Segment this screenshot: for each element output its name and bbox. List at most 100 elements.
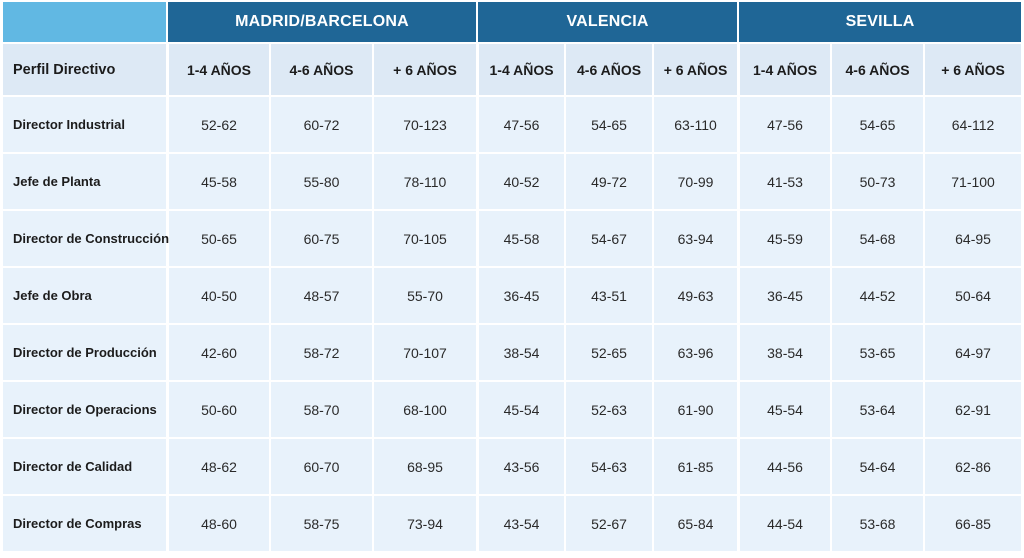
salary-range-cell: 42-60 (166, 323, 269, 380)
salary-range-cell: 54-68 (830, 209, 924, 266)
salary-range-cell: 53-68 (830, 494, 924, 551)
column-header: 4-6 AÑOS (269, 42, 372, 95)
salary-range-cell: 50-64 (923, 266, 1022, 323)
profile-name-cell: Director de Calidad (3, 437, 166, 494)
salary-range-cell: 68-95 (372, 437, 477, 494)
salary-range-cell: 58-72 (269, 323, 372, 380)
profile-name-cell: Director de Producción (3, 323, 166, 380)
salary-range-cell: 45-58 (476, 209, 565, 266)
salary-range-cell: 48-57 (269, 266, 372, 323)
salary-range-cell: 66-85 (923, 494, 1022, 551)
salary-range-cell: 64-97 (923, 323, 1022, 380)
column-header: 1-4 AÑOS (476, 42, 565, 95)
salary-range-cell: 49-72 (564, 152, 653, 209)
salary-range-cell: 43-54 (476, 494, 565, 551)
salary-range-cell: 58-75 (269, 494, 372, 551)
salary-range-cell: 47-56 (476, 95, 565, 152)
corner-cell (3, 2, 166, 42)
salary-range-cell: 44-52 (830, 266, 924, 323)
salary-range-cell: 48-60 (166, 494, 269, 551)
column-header: 4-6 AÑOS (564, 42, 653, 95)
salary-range-cell: 53-65 (830, 323, 924, 380)
salary-range-cell: 38-54 (737, 323, 831, 380)
salary-range-cell: 52-67 (564, 494, 653, 551)
salary-range-cell: 73-94 (372, 494, 477, 551)
salary-range-cell: 50-73 (830, 152, 924, 209)
table-row: Director Industrial 52-62 60-72 70-123 47-56… (3, 95, 1022, 152)
salary-range-cell: 54-63 (564, 437, 653, 494)
salary-range-cell: 55-70 (372, 266, 477, 323)
salary-range-cell: 60-72 (269, 95, 372, 152)
salary-range-cell: 38-54 (476, 323, 565, 380)
salary-range-cell: 50-65 (166, 209, 269, 266)
profile-name-cell: Director Industrial (3, 95, 166, 152)
salary-range-cell: 48-62 (166, 437, 269, 494)
salary-range-cell: 54-64 (830, 437, 924, 494)
salary-range-cell: 55-80 (269, 152, 372, 209)
salary-range-cell: 70-107 (372, 323, 477, 380)
salary-range-cell: 60-70 (269, 437, 372, 494)
profile-column-header: Perfil Directivo (3, 42, 166, 95)
salary-range-cell: 62-86 (923, 437, 1022, 494)
salary-range-cell: 64-95 (923, 209, 1022, 266)
table-row: Jefe de Obra 40-50 48-57 55-70 36-45 43-51 49-… (3, 266, 1022, 323)
salary-range-cell: 52-65 (564, 323, 653, 380)
region-header-sevilla: SEVILLA (737, 2, 1022, 42)
column-header: 1-4 AÑOS (737, 42, 831, 95)
salary-range-cell: 63-94 (652, 209, 738, 266)
salary-range-cell: 64-112 (923, 95, 1022, 152)
salary-range-cell: 54-67 (564, 209, 653, 266)
table-row: Director de Calidad 48-62 60-70 68-95 43-56 5… (3, 437, 1022, 494)
column-header-row: Perfil Directivo 1-4 AÑOS 4-6 AÑOS + 6 A… (3, 42, 1022, 95)
salary-range-cell: 49-63 (652, 266, 738, 323)
region-header-madrid-barcelona: MADRID/BARCELONA (166, 2, 477, 42)
table-row: Jefe de Planta 45-58 55-80 78-110 40-52 49-72… (3, 152, 1022, 209)
salary-range-cell: 70-99 (652, 152, 738, 209)
salary-range-cell: 54-65 (830, 95, 924, 152)
column-header: + 6 AÑOS (372, 42, 477, 95)
column-header: + 6 AÑOS (923, 42, 1022, 95)
salary-range-cell: 58-70 (269, 380, 372, 437)
salary-range-cell: 71-100 (923, 152, 1022, 209)
table-row: Director de Construcción 50-65 60-75 70-105… (3, 209, 1022, 266)
salary-range-cell: 45-58 (166, 152, 269, 209)
salary-range-cell: 43-51 (564, 266, 653, 323)
salary-range-cell: 50-60 (166, 380, 269, 437)
salary-range-cell: 60-75 (269, 209, 372, 266)
profile-name-cell: Jefe de Planta (3, 152, 166, 209)
region-header-valencia: VALENCIA (476, 2, 738, 42)
salary-range-cell: 70-105 (372, 209, 477, 266)
salary-table: MADRID/BARCELONA VALENCIA SEVILLA Perfil… (3, 2, 1022, 551)
profile-name-cell: Director de Compras (3, 494, 166, 551)
salary-range-cell: 52-63 (564, 380, 653, 437)
salary-range-cell: 43-56 (476, 437, 565, 494)
salary-range-cell: 63-110 (652, 95, 738, 152)
salary-range-cell: 62-91 (923, 380, 1022, 437)
salary-range-cell: 44-54 (737, 494, 831, 551)
salary-range-cell: 78-110 (372, 152, 477, 209)
salary-range-cell: 45-59 (737, 209, 831, 266)
region-header-row: MADRID/BARCELONA VALENCIA SEVILLA (3, 2, 1022, 42)
salary-range-cell: 52-62 (166, 95, 269, 152)
table-row: Director de Producción 42-60 58-72 70-107 38… (3, 323, 1022, 380)
salary-range-cell: 45-54 (476, 380, 565, 437)
salary-range-cell: 61-90 (652, 380, 738, 437)
salary-range-cell: 40-52 (476, 152, 565, 209)
table-body: Director Industrial 52-62 60-72 70-123 47-56… (3, 95, 1022, 551)
salary-range-cell: 68-100 (372, 380, 477, 437)
profile-name-cell: Director de Construcción (3, 209, 169, 266)
salary-range-cell: 63-96 (652, 323, 738, 380)
salary-range-cell: 36-45 (737, 266, 831, 323)
salary-range-cell: 45-54 (737, 380, 831, 437)
salary-range-cell: 65-84 (652, 494, 738, 551)
salary-range-cell: 41-53 (737, 152, 831, 209)
table-row: Director de Compras 48-60 58-75 73-94 43-54 5… (3, 494, 1022, 551)
salary-range-cell: 61-85 (652, 437, 738, 494)
column-header: 1-4 AÑOS (166, 42, 269, 95)
salary-range-cell: 70-123 (372, 95, 477, 152)
salary-range-cell: 36-45 (476, 266, 565, 323)
profile-name-cell: Director de Operacions (3, 380, 166, 437)
salary-range-cell: 54-65 (564, 95, 653, 152)
salary-range-cell: 47-56 (737, 95, 831, 152)
